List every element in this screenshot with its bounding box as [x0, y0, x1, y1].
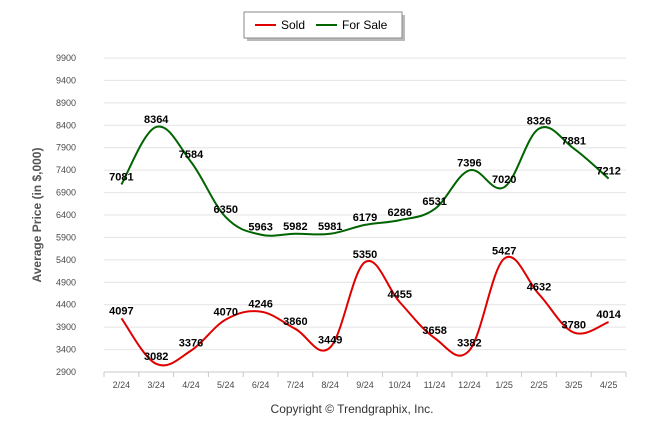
- y-tick-label: 7900: [56, 143, 76, 153]
- data-label-sold: 3376: [179, 338, 203, 350]
- y-tick-label: 6900: [56, 188, 76, 198]
- x-tick-label: 3/24: [147, 380, 165, 390]
- series-line-sold: [120, 255, 609, 367]
- data-label-sold: 4455: [388, 289, 412, 301]
- legend-label-sold: Sold: [281, 18, 305, 32]
- x-tick-label: 1/25: [495, 380, 513, 390]
- data-label-sold: 3082: [144, 351, 168, 363]
- data-label-sold: 3860: [283, 316, 307, 328]
- data-label-sold: 4632: [527, 281, 551, 293]
- y-tick-label: 9400: [56, 75, 76, 85]
- data-label-for-sale: 5963: [248, 222, 272, 234]
- y-tick-label: 9900: [56, 53, 76, 63]
- x-tick-label: 4/25: [600, 380, 618, 390]
- x-tick-label: 12/24: [458, 380, 481, 390]
- x-tick-label: 2/25: [530, 380, 548, 390]
- series-lines: [120, 125, 610, 367]
- y-tick-label: 7400: [56, 165, 76, 175]
- data-label-sold: 4097: [109, 305, 133, 317]
- data-label-for-sale: 5981: [318, 221, 342, 233]
- legend-label-for-sale: For Sale: [342, 18, 388, 32]
- data-label-for-sale: 6531: [422, 196, 446, 208]
- x-tick-label: 7/24: [287, 380, 305, 390]
- data-label-sold: 3382: [457, 337, 481, 349]
- y-tick-label: 8900: [56, 98, 76, 108]
- data-label-for-sale: 5982: [283, 221, 307, 233]
- x-tick-label: 11/24: [424, 380, 446, 390]
- data-label-sold: 5427: [492, 246, 516, 258]
- data-label-sold: 3780: [562, 320, 586, 332]
- y-tick-label: 3400: [56, 345, 76, 355]
- data-label-for-sale: 7212: [596, 166, 620, 178]
- data-label-for-sale: 7396: [457, 157, 481, 169]
- x-tick-label: 10/24: [389, 380, 412, 390]
- legend[interactable]: Sold For Sale: [243, 11, 405, 41]
- y-tick-label: 3900: [56, 322, 76, 332]
- x-tick-label: 6/24: [252, 380, 270, 390]
- x-tick-label: 9/24: [356, 380, 374, 390]
- data-label-sold: 3449: [318, 334, 342, 346]
- data-label-for-sale: 6350: [214, 204, 238, 216]
- y-tick-label: 5900: [56, 232, 76, 242]
- x-tick-label: 5/24: [217, 380, 235, 390]
- grid-lines: [104, 57, 626, 373]
- x-tick-label: 2/24: [113, 380, 131, 390]
- x-tick-label: 3/25: [565, 380, 583, 390]
- y-tick-label: 4900: [56, 277, 76, 287]
- y-tick-label: 6400: [56, 210, 76, 220]
- data-labels: 4097 3082 3376 4070 4246 3860 3449 5350 4455 3658…: [109, 114, 622, 363]
- data-label-sold: 3658: [422, 325, 446, 337]
- data-label-sold: 4014: [596, 309, 621, 321]
- y-tick-label: 8400: [56, 120, 76, 130]
- y-tick-label: 4400: [56, 300, 76, 310]
- data-label-for-sale: 7020: [492, 174, 516, 186]
- data-label-for-sale: 8364: [144, 114, 169, 126]
- x-tick-label: 4/24: [182, 380, 200, 390]
- data-label-sold: 4246: [248, 299, 272, 311]
- y-axis-title: Average Price (in $,000): [30, 148, 44, 283]
- data-label-for-sale: 7584: [179, 149, 204, 161]
- y-tick-label: 2900: [56, 367, 76, 377]
- data-label-for-sale: 6179: [353, 212, 377, 224]
- y-tick-label: 5400: [56, 255, 76, 265]
- x-tick-label: 8/24: [321, 380, 339, 390]
- data-label-for-sale: 7081: [109, 171, 133, 183]
- y-axis-ticks: 2900 3400 3900 4400 4900 5400 5900 6400 6900 7400…: [56, 53, 76, 377]
- data-label-sold: 5350: [353, 249, 377, 261]
- x-axis-ticks: 2/24 3/24 4/24 5/24 6/24 7/24 8/24 9/24 10/24 11/…: [103, 371, 627, 390]
- data-label-sold: 4070: [214, 307, 238, 319]
- data-label-for-sale: 8326: [527, 116, 551, 128]
- copyright-footer: Copyright © Trendgraphix, Inc.: [271, 402, 434, 416]
- data-label-for-sale: 6286: [388, 207, 412, 219]
- series-line-for-sale: [120, 125, 610, 237]
- data-label-for-sale: 7881: [562, 136, 586, 148]
